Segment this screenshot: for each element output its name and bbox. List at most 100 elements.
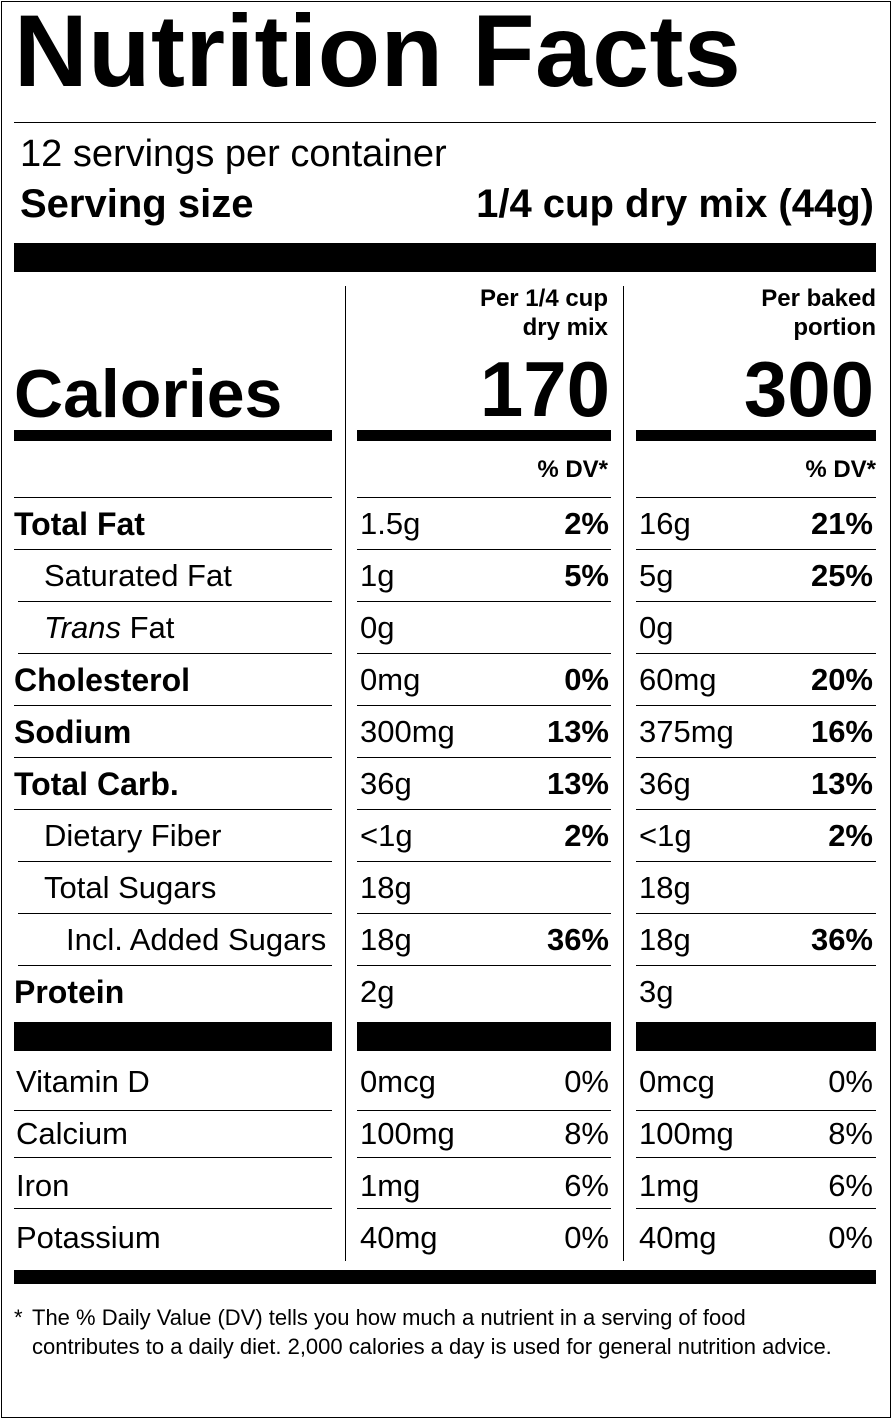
nutrient-row: Dietary Fiber <1g 2% <1g 2% (0, 810, 894, 862)
footnote-asterisk: * (14, 1305, 23, 1330)
col2-amount: 40mg (639, 1220, 717, 1255)
thick-bar-name (14, 1022, 332, 1051)
calories-bar-name (14, 430, 332, 441)
col2-dv: 20% (810, 662, 873, 697)
vitamin-row: Iron 1mg 6% 1mg 6% (0, 1160, 894, 1212)
col2-amount: 16g (639, 506, 691, 541)
col2-calories: 300 (743, 345, 874, 433)
vitamin-row: Potassium 40mg 0% 40mg 0% (0, 1212, 894, 1264)
row-rule-col2 (636, 965, 876, 966)
vitamin-rule-col1 (357, 1110, 611, 1111)
col1-amount: 40mg (360, 1220, 438, 1255)
vitamin-name: Calcium (16, 1116, 128, 1151)
col2-header-line1: Per baked (761, 285, 876, 312)
col1-amount: 36g (360, 766, 412, 801)
vitamin-row: Vitamin D 0mcg 0% 0mcg 0% (0, 1056, 894, 1108)
col1-amount: 18g (360, 922, 412, 957)
col1-calories: 170 (479, 345, 610, 433)
col1-dv: 2% (564, 506, 609, 541)
vitamin-rule-col2 (636, 1208, 876, 1209)
nutrient-name: Total Fat (14, 506, 145, 542)
row-rule-col2 (636, 861, 876, 862)
row-rule-col1 (357, 965, 611, 966)
col1-amount: 1.5g (360, 506, 421, 541)
col2-dv: 36% (810, 922, 873, 957)
row-rule-col1 (357, 653, 611, 654)
thick-bar-top (14, 243, 876, 272)
row-rule-col1 (357, 497, 611, 498)
col1-amount: 100mg (360, 1116, 455, 1151)
nutrient-row: Cholesterol 0mg 0% 60mg 20% (0, 654, 894, 706)
nutrient-row: Trans Fat 0g 0g (0, 602, 894, 654)
nutrient-name: Total Carb. (14, 766, 179, 802)
row-rule-col2 (636, 549, 876, 550)
col2-header: Per baked portion (636, 284, 876, 342)
nutrient-name: Total Sugars (44, 870, 217, 905)
col1-amount: 0g (360, 610, 395, 645)
col2-dv-header: % DV* (805, 456, 876, 483)
vitamin-rule-name (14, 1110, 332, 1111)
row-rule-col1 (357, 757, 611, 758)
nutrient-name: Incl. Added Sugars (66, 922, 327, 957)
col1-amount: 2g (360, 974, 395, 1009)
row-rule-col2 (636, 809, 876, 810)
vitamin-rule-col1 (357, 1157, 611, 1158)
nutrient-name-rest: Fat (120, 610, 175, 645)
vitamin-name: Iron (16, 1168, 70, 1203)
vitamin-rule-col2 (636, 1110, 876, 1111)
vitamin-name: Potassium (16, 1220, 161, 1255)
row-rule-col1 (357, 549, 611, 550)
col2-amount: 375mg (639, 714, 734, 749)
nutrient-name: Saturated Fat (44, 558, 232, 593)
col1-dv (480, 966, 609, 1017)
col1-amount: 0mg (360, 662, 421, 697)
nutrient-row: Protein 2g 3g (0, 966, 894, 1018)
nutrient-name: Trans Fat (44, 602, 174, 653)
col1-header-line1: Per 1/4 cup (479, 285, 608, 312)
row-rule-col1 (357, 705, 611, 706)
col1-amount: 1g (360, 558, 395, 593)
vitamin-rule-col1 (357, 1208, 611, 1209)
col2-dv (760, 862, 873, 913)
col2-amount: 0mcg (639, 1064, 715, 1099)
vitamin-rule-name (14, 1157, 332, 1158)
row-rule-name (14, 809, 332, 810)
row-rule-col2 (636, 913, 876, 914)
col2-amount: 0g (639, 610, 674, 645)
nutrient-name: Dietary Fiber (44, 818, 222, 853)
col2-amount: 60mg (639, 662, 717, 697)
nutrient-name: Protein (14, 974, 125, 1010)
col1-dv: 2% (564, 818, 609, 853)
col1-amount: 0mcg (360, 1064, 436, 1099)
thick-bar-col2 (636, 1022, 876, 1051)
col2-dv: 13% (810, 766, 873, 801)
col2-amount: 1mg (639, 1168, 700, 1203)
nutrient-row: Incl. Added Sugars 18g 36% 18g 36% (0, 914, 894, 966)
col2-amount: 36g (639, 766, 691, 801)
col2-dv: 25% (810, 558, 873, 593)
col2-amount: 100mg (639, 1116, 734, 1151)
row-rule-name (14, 705, 332, 706)
vitamin-rule-name (14, 1208, 332, 1209)
col2-amount: 18g (639, 922, 691, 957)
nutrient-row: Total Sugars 18g 18g (0, 862, 894, 914)
row-rule-col2 (636, 497, 876, 498)
col1-dv: 36% (546, 922, 609, 957)
col1-amount: <1g (360, 818, 413, 853)
col2-dv: 21% (810, 506, 873, 541)
servings-per-container: 12 servings per container (20, 133, 447, 175)
row-rule-col2 (636, 601, 876, 602)
vitamin-row: Calcium 100mg 8% 100mg 8% (0, 1108, 894, 1160)
col1-amount: 300mg (360, 714, 455, 749)
col1-dv (480, 862, 609, 913)
row-rule-name (14, 497, 332, 498)
serving-size-value: 1/4 cup dry mix (44g) (476, 182, 874, 226)
row-rule-name (14, 757, 332, 758)
vitamin-rule-col2 (636, 1157, 876, 1158)
title-divider (14, 122, 876, 123)
nutrient-row: Saturated Fat 1g 5% 5g 25% (0, 550, 894, 602)
col1-dv: 13% (546, 766, 609, 801)
row-rule-name (14, 549, 332, 550)
col2-amount: 18g (639, 870, 691, 905)
